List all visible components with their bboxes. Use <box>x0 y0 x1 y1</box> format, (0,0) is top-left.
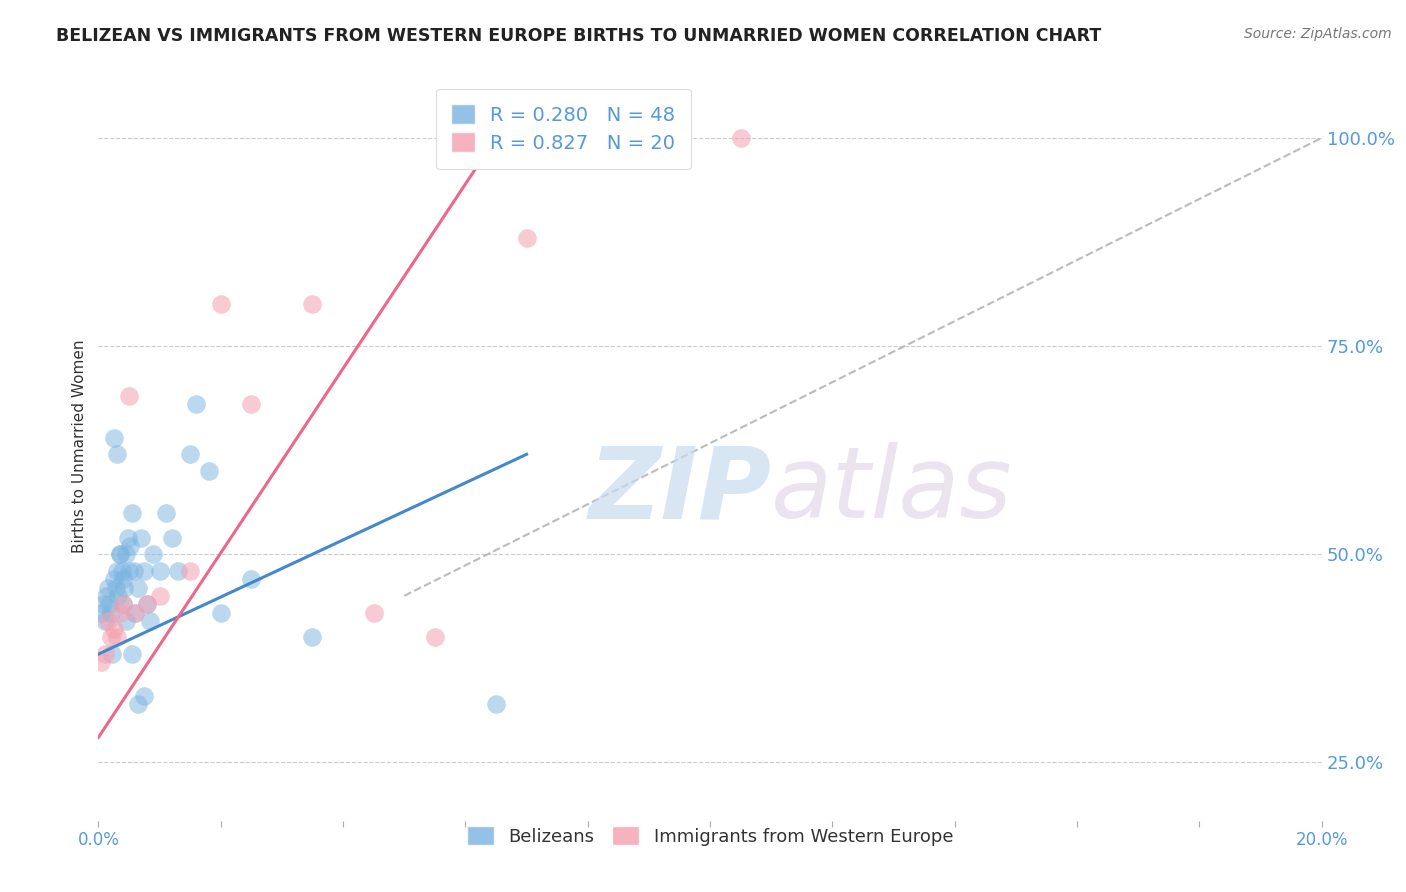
Point <box>240 397 263 411</box>
Point <box>111 597 134 611</box>
Point <box>186 397 208 411</box>
Point <box>111 572 134 586</box>
Point <box>105 447 128 461</box>
Point <box>197 464 219 478</box>
Point <box>121 506 143 520</box>
Point <box>179 564 201 578</box>
Point <box>301 297 323 311</box>
Point <box>363 606 385 620</box>
Point <box>240 572 263 586</box>
Point <box>142 547 165 561</box>
Point <box>112 581 135 595</box>
Point <box>516 231 538 245</box>
Point <box>155 506 177 520</box>
Point <box>160 531 183 545</box>
Point <box>111 564 134 578</box>
Point <box>136 597 159 611</box>
Text: ZIP: ZIP <box>588 442 772 540</box>
Point <box>124 606 146 620</box>
Point <box>100 606 122 620</box>
Point <box>117 531 139 545</box>
Point <box>105 631 128 645</box>
Point <box>149 589 172 603</box>
Point <box>120 539 142 553</box>
Point <box>118 389 141 403</box>
Text: BELIZEAN VS IMMIGRANTS FROM WESTERN EUROPE BIRTHS TO UNMARRIED WOMEN CORRELATION: BELIZEAN VS IMMIGRANTS FROM WESTERN EURO… <box>56 27 1101 45</box>
Point <box>101 647 124 661</box>
Point <box>91 597 114 611</box>
Legend: Belizeans, Immigrants from Western Europe: Belizeans, Immigrants from Western Europ… <box>460 819 960 853</box>
Point <box>108 547 131 561</box>
Point <box>485 697 508 711</box>
Text: Source: ZipAtlas.com: Source: ZipAtlas.com <box>1244 27 1392 41</box>
Point <box>301 631 323 645</box>
Point <box>108 547 131 561</box>
Point <box>100 631 122 645</box>
Point <box>93 647 115 661</box>
Point <box>115 614 138 628</box>
Point <box>108 606 131 620</box>
Point <box>179 447 201 461</box>
Point <box>209 297 232 311</box>
Point <box>730 131 752 145</box>
Point <box>103 572 125 586</box>
Point <box>98 597 121 611</box>
Point <box>111 597 134 611</box>
Point <box>107 589 129 603</box>
Point <box>134 564 156 578</box>
Text: atlas: atlas <box>772 442 1012 540</box>
Point <box>105 564 128 578</box>
Point <box>167 564 190 578</box>
Point <box>90 606 112 620</box>
Point <box>94 589 117 603</box>
Point <box>122 564 145 578</box>
Point <box>423 631 446 645</box>
Y-axis label: Births to Unmarried Women: Births to Unmarried Women <box>72 339 87 553</box>
Point <box>121 647 143 661</box>
Point <box>127 697 149 711</box>
Point <box>127 581 149 595</box>
Point <box>103 431 125 445</box>
Point <box>136 597 159 611</box>
Point <box>115 547 138 561</box>
Point <box>124 606 146 620</box>
Point <box>149 564 172 578</box>
Point <box>139 614 162 628</box>
Point <box>97 614 120 628</box>
Point <box>97 581 120 595</box>
Point <box>104 581 127 595</box>
Point <box>93 614 115 628</box>
Point <box>129 531 152 545</box>
Point <box>134 689 156 703</box>
Point <box>103 622 125 636</box>
Point <box>90 656 112 670</box>
Point <box>118 564 141 578</box>
Point <box>209 606 232 620</box>
